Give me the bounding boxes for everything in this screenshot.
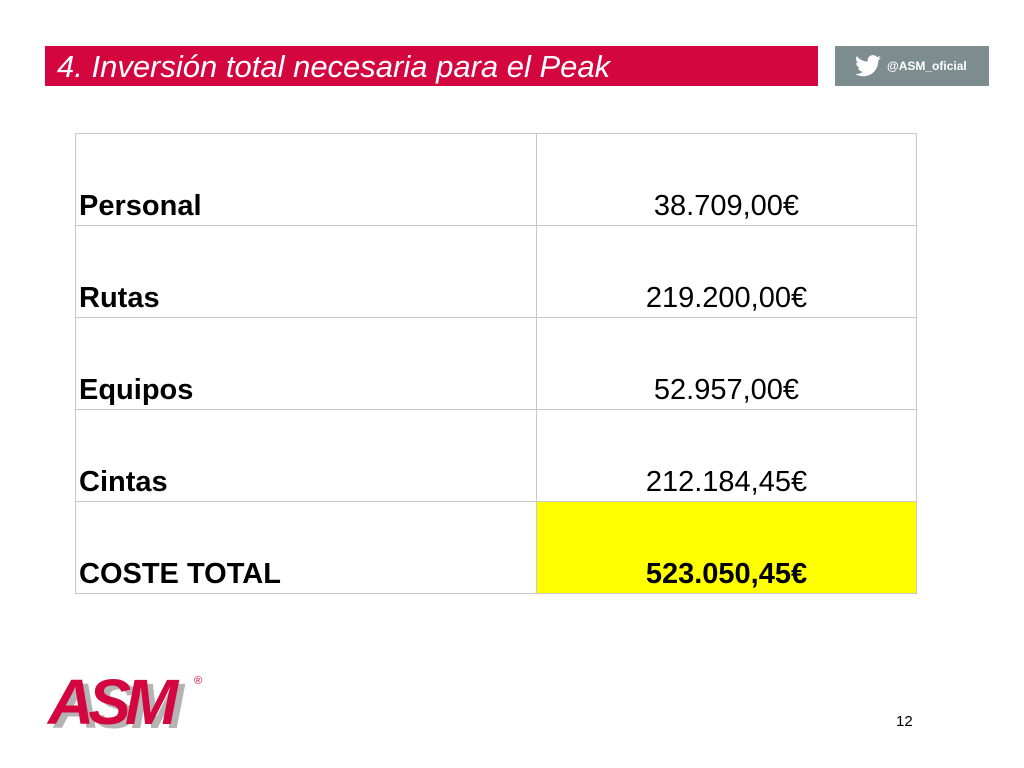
row-value: 219.200,00€ xyxy=(536,225,917,318)
page-title: 4. Inversión total necesaria para el Pea… xyxy=(57,48,611,84)
row-value: 212.184,45€ xyxy=(536,409,917,502)
page-number: 12 xyxy=(896,713,913,730)
twitter-handle: @ASM_oficial xyxy=(887,59,967,73)
twitter-bird-icon xyxy=(855,55,881,77)
total-row: COSTE TOTAL 523.050,45€ xyxy=(75,501,917,594)
row-label: Personal xyxy=(75,133,537,226)
row-label: Rutas xyxy=(75,225,537,318)
row-value: 38.709,00€ xyxy=(536,133,917,226)
table-row: Rutas 219.200,00€ xyxy=(75,225,917,318)
table-row: Equipos 52.957,00€ xyxy=(75,317,917,410)
row-label: Cintas xyxy=(75,409,537,502)
logo-text: ASM xyxy=(46,670,180,732)
title-bar: 4. Inversión total necesaria para el Pea… xyxy=(45,46,818,86)
total-label: COSTE TOTAL xyxy=(75,501,537,594)
twitter-badge[interactable]: @ASM_oficial xyxy=(835,46,989,86)
asm-logo: ASM ASM ® xyxy=(46,670,202,732)
cost-table: Personal 38.709,00€ Rutas 219.200,00€ Eq… xyxy=(75,133,917,594)
row-value: 52.957,00€ xyxy=(536,317,917,410)
table-row: Personal 38.709,00€ xyxy=(75,133,917,226)
table-row: Cintas 212.184,45€ xyxy=(75,409,917,502)
total-value: 523.050,45€ xyxy=(536,501,917,594)
logo-shadow: ASM xyxy=(52,670,186,732)
row-label: Equipos xyxy=(75,317,537,410)
registered-mark: ® xyxy=(194,675,202,687)
